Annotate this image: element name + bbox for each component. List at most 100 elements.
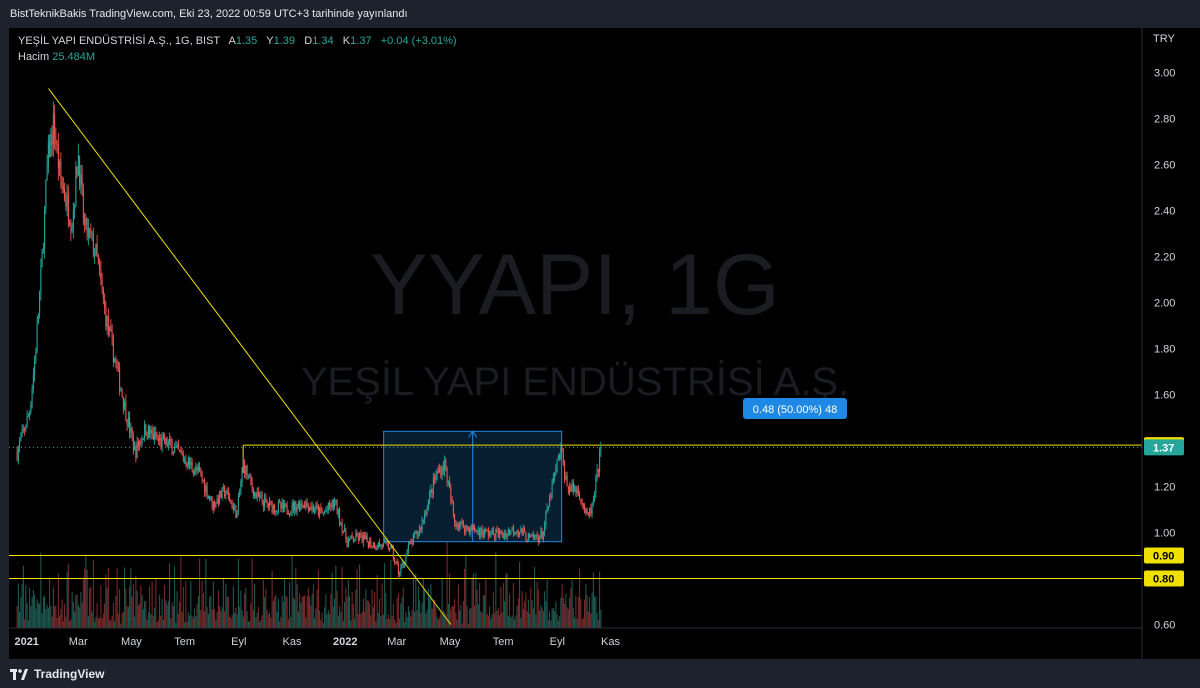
volume-bar [105,574,107,628]
volume-bar [465,556,467,628]
candle-body [71,229,73,231]
x-tick-label: Tem [493,636,514,648]
legend-symbol[interactable]: YEŞİL YAPI ENDÜSTRİSİ A.Ş., 1G, BIST [18,35,220,47]
volume-bar [396,597,398,628]
measure-arrow-head [468,430,478,438]
candle-body [556,459,558,469]
volume-bar [397,593,399,628]
candle-body [364,535,366,539]
volume-bar [187,611,189,628]
volume-bar [296,584,298,628]
candle-body [544,524,546,532]
chart-pane[interactable]: YYAPI, 1G YEŞİL YAPI ENDÜSTRİSİ A.Ş. 0.4… [9,28,1200,659]
volume-bar [370,614,372,628]
volume-legend-value: 25.484M [52,51,96,63]
candle-body [137,441,139,447]
volume-bar [314,618,316,628]
volume-bar [321,612,323,628]
tradingview-logo[interactable]: TradingView [10,667,104,681]
volume-bar [227,596,229,628]
x-tick-label: May [121,636,142,648]
volume-bar [530,587,532,628]
volume-bar [439,618,441,628]
candle-body [234,505,236,507]
candle-body [407,544,409,552]
candle-body [415,531,417,534]
candle-body [375,547,377,549]
candle-body [361,534,363,543]
volume-bar [390,559,392,628]
candle-body [479,530,481,537]
candle-body [569,486,571,493]
volume-bar [505,574,507,628]
candle-body [20,436,22,442]
candle-body [481,528,483,535]
candle-body [46,165,48,181]
volume-bar [249,621,251,628]
trendline[interactable] [48,88,452,625]
candle-body [521,528,523,536]
volume-bar [120,623,122,628]
candle-body [512,526,514,534]
volume-bar [196,603,198,628]
candle-body [505,533,507,538]
volume-bar [184,622,186,628]
candle-body [47,141,49,166]
candle-body [390,545,392,549]
volume-bar [437,620,439,628]
volume-bar [255,617,257,628]
volume-bar [460,605,462,628]
volume-bar [376,574,378,628]
legend-close: 1.37 [350,35,372,47]
candle-body [535,535,537,537]
volume-bar [360,614,362,628]
volume-bar [534,567,536,628]
volume-bar [250,603,252,628]
volume-bar [92,559,94,628]
candle-body [576,488,578,494]
candle-body [341,522,343,532]
volume-bar [451,606,453,628]
candle-body [182,454,184,461]
volume-bar [347,580,349,628]
trendline-line[interactable] [48,88,452,625]
volume-bar [444,611,446,628]
volume-bar [491,614,493,628]
candle-body [424,513,426,520]
volume-legend-label[interactable]: Hacim [18,51,50,63]
candle-body [50,133,52,158]
candle-body [242,461,244,469]
legend-change: +0.04 (+3.01%) [380,35,457,47]
volume-bar [72,601,74,628]
volume-bar [244,593,246,628]
volume-bar [385,592,387,628]
horizontal-levels[interactable] [9,444,1142,579]
candle-body [491,528,493,532]
candle-body [226,490,228,495]
candle-body [524,528,526,532]
last-price-label-box [1144,439,1184,456]
volume-bar [122,611,124,628]
volume-bar [342,620,344,628]
legend-high-label: Y [266,35,274,47]
candle-body [51,133,53,145]
y-tick-label: 2.40 [1154,206,1175,218]
volume-bar [435,605,437,628]
candle-body [102,288,104,299]
candle-body [519,532,521,535]
chart-svg[interactable]: YYAPI, 1G YEŞİL YAPI ENDÜSTRİSİ A.Ş. 0.4… [9,28,1200,659]
candle-body [571,481,573,491]
volume-bar [214,609,216,628]
volume-bar [549,611,551,628]
candle-body [516,531,518,533]
volume-bar [567,609,569,628]
candle-body [537,537,539,542]
volume-bar [316,589,318,628]
candle-body [562,451,564,464]
volume-bar [285,595,287,628]
candle-body [277,502,279,511]
volume-bar [409,611,411,628]
price-range-measure[interactable] [383,430,563,543]
measure-label-group: 0.48 (50.00%) 48 [743,398,847,419]
candle-body [446,468,448,483]
